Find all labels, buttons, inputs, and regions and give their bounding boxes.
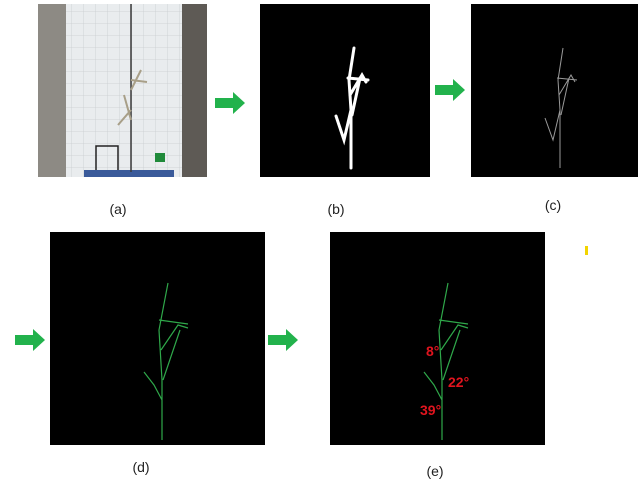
arrow <box>215 92 245 114</box>
panel-b-image <box>260 4 430 177</box>
angle-label: 22° <box>448 374 469 390</box>
panel-d-image <box>50 232 265 445</box>
angle-label: 39° <box>420 402 441 418</box>
angle-label: 8° <box>426 343 439 359</box>
panel-a-image <box>38 4 207 177</box>
arrow <box>268 329 298 351</box>
page: 8° 22° 39° (a) (b) (c) (d) (e) (() => { … <box>0 0 639 487</box>
panel-label: (d) <box>132 459 149 475</box>
panel-label: (e) <box>426 463 443 479</box>
arrow <box>15 329 45 351</box>
panel-c-image <box>471 4 638 177</box>
figure: 8° 22° 39° (a) (b) (c) (d) (e) <box>0 0 639 487</box>
panel-label: (a) <box>109 201 126 217</box>
panel-label: (c) <box>545 197 561 213</box>
panel-label: (b) <box>327 201 344 217</box>
arrow <box>435 79 465 101</box>
marker <box>585 246 588 255</box>
